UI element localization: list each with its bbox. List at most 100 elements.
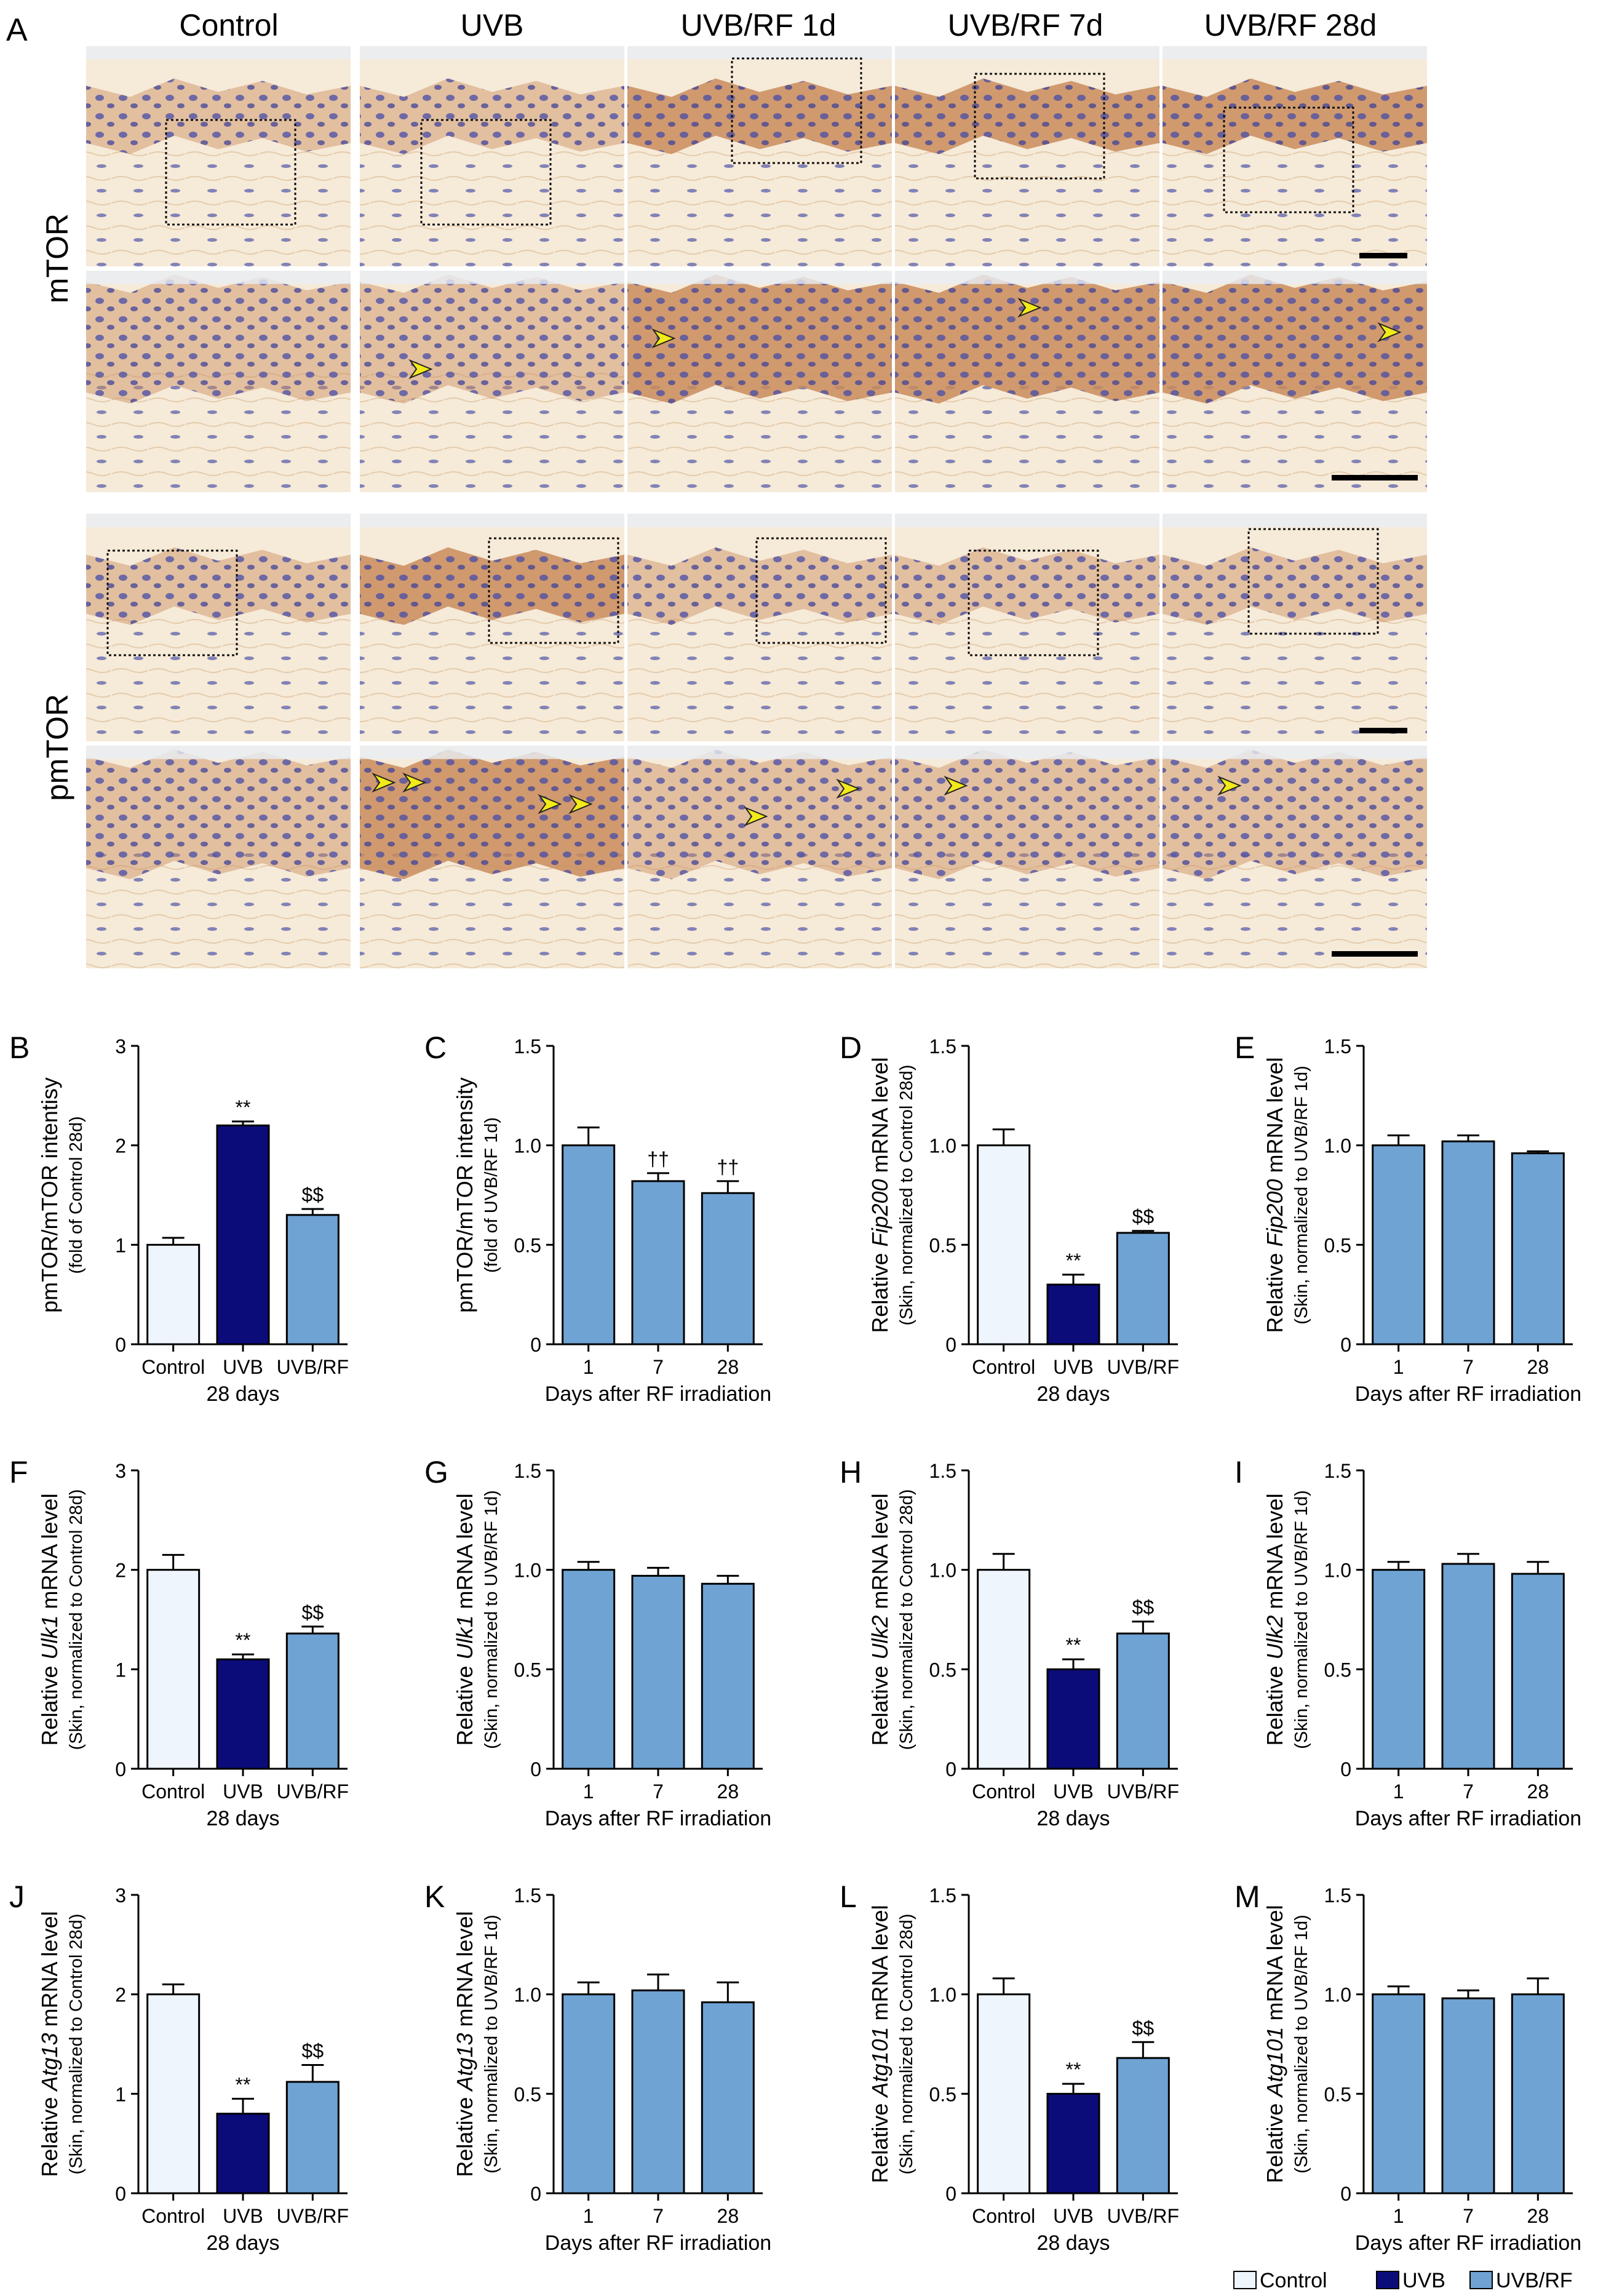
y-tick-label: 1 (115, 1234, 126, 1256)
x-tick-label: 7 (653, 1356, 664, 1378)
significance-marker: $$ (1132, 1596, 1155, 1619)
column-headers: Control UVB UVB/RF 1d UVB/RF 7d UVB/RF 2… (179, 8, 1377, 42)
y-axis-label: Relative Ulk1 mRNA level (37, 1493, 62, 1745)
chart-panel-letter: G (424, 1455, 448, 1489)
bar (1116, 2057, 1170, 2194)
bar (216, 2113, 270, 2194)
y-axis-sublabel: (Skin, normalized to UVB/RF 1d) (1292, 1490, 1311, 1749)
y-axis-sublabel: (Skin, normalized to Control 28d) (66, 1914, 86, 2175)
x-tick-label: 1 (1393, 1780, 1404, 1803)
column-header: UVB/RF 1d (681, 8, 837, 42)
significance-marker: ** (236, 2073, 251, 2095)
arrowhead-marker (402, 772, 427, 793)
bar (1441, 1563, 1495, 1770)
y-tick-label: 1.0 (929, 1135, 956, 1157)
x-axis-label: 28 days (206, 1382, 279, 1406)
y-tick-label: 1.5 (1324, 1035, 1351, 1058)
x-axis-label: 28 days (1036, 1382, 1110, 1406)
x-axis-label: Days after RF irradiation (1355, 2231, 1581, 2255)
x-tick-label: 28 (1527, 1780, 1549, 1803)
x-tick-label: Control (141, 1356, 205, 1378)
bar (1372, 1144, 1426, 1345)
y-axis-sublabel: (Skin, normalized to Control 28d) (897, 1914, 916, 2175)
bar (216, 1124, 270, 1345)
significance-marker: ** (1066, 1250, 1081, 1272)
column-header: Control (179, 8, 278, 42)
significance-marker: †† (647, 1148, 669, 1170)
chart-panel-letter: F (9, 1455, 28, 1489)
micrograph-tile (86, 46, 351, 266)
legend-label-uvb: UVB (1402, 2269, 1445, 2292)
bar (216, 1658, 270, 1770)
micrograph-tile (360, 514, 624, 741)
y-tick-label: 1.5 (1324, 1884, 1351, 1907)
x-axis-label: 28 days (206, 1807, 279, 1830)
significance-marker: †† (717, 1156, 739, 1178)
y-tick-label: 1.5 (929, 1884, 956, 1907)
y-axis-label: Relative Atg101 mRNA level (1262, 1905, 1287, 2183)
bar (562, 1144, 616, 1345)
micrograph-tile (86, 514, 351, 741)
bar (1046, 1668, 1100, 1770)
chart-panel-letter: B (9, 1030, 30, 1065)
micrograph-tile (895, 746, 1159, 968)
bar (1441, 1140, 1495, 1345)
chart-panel-d: D 0 0.5 1.0 1.5 Relative Fip200 mRNA level (Sk… (840, 1030, 1179, 1406)
x-axis-label: Days after RF irradiation (545, 1382, 771, 1406)
y-tick-label: 1.0 (1324, 1135, 1351, 1157)
x-tick-label: Control (141, 2205, 205, 2227)
bar (1116, 1232, 1170, 1345)
bar (146, 1993, 201, 2194)
chart-panel-b: B 0 1 2 3 pmTOR/mTOR intentisy (fold of Contro… (9, 1030, 349, 1406)
chart-panel-h: H 0 0.5 1.0 1.5 Relative Ulk2 mRNA level (Skin… (840, 1455, 1179, 1830)
x-tick-label: 1 (583, 2205, 594, 2227)
y-tick-label: 1.0 (1324, 1560, 1351, 1582)
x-tick-label: Control (972, 1780, 1035, 1803)
chart-panel-letter: J (9, 1879, 25, 1914)
micrograph-tile (1163, 514, 1427, 741)
chart-panel-letter: K (424, 1879, 445, 1914)
y-tick-label: 0 (530, 2183, 541, 2205)
x-tick-label: Control (141, 1780, 205, 1803)
x-tick-label: Control (972, 2205, 1035, 2227)
chart-panel-f: F 0 1 2 3 Relative Ulk1 mRNA level (Skin, norm… (9, 1455, 349, 1830)
x-tick-label: 1 (583, 1356, 594, 1378)
arrowhead-marker (944, 775, 968, 796)
micrograph-tile (360, 271, 624, 492)
chart-panel-letter: I (1234, 1455, 1243, 1489)
micrograph-tile (360, 46, 624, 266)
bar (977, 1569, 1031, 1770)
x-tick-label: 28 (1527, 2205, 1549, 2227)
zoom-region-box (731, 57, 862, 164)
row-label-pmtor: pmTOR (40, 694, 74, 801)
arrowhead-marker (408, 359, 433, 380)
y-tick-label: 0 (1340, 1758, 1351, 1780)
chart-panel-j: J 0 1 2 3 Relative Atg13 mRNA level (Skin, nor… (9, 1879, 349, 2255)
zoom-region-box (488, 537, 619, 644)
x-tick-label: 7 (653, 2205, 664, 2227)
x-tick-label: 1 (1393, 1356, 1404, 1378)
bar (285, 2081, 340, 2194)
scale-bar (1359, 253, 1407, 258)
y-tick-label: 0 (530, 1758, 541, 1780)
x-tick-label: UVB (223, 2205, 263, 2227)
y-tick-label: 0 (115, 2183, 126, 2205)
significance-marker: ** (1066, 1634, 1081, 1656)
arrowhead-marker (1217, 775, 1242, 796)
y-tick-label: 0.5 (1324, 1234, 1351, 1256)
bar (1511, 1993, 1565, 2194)
column-header: UVB/RF 7d (948, 8, 1103, 42)
y-tick-label: 0 (1340, 2183, 1351, 2205)
x-axis-label: Days after RF irradiation (545, 1807, 771, 1830)
micrograph-tile (86, 271, 351, 492)
y-tick-label: 0.5 (514, 1234, 541, 1256)
x-tick-label: UVB (1053, 1780, 1094, 1803)
chart-panel-e: E 0 0.5 1.0 1.5 Relative Fip200 mRNA level (Sk… (1234, 1030, 1581, 1406)
arrowhead-marker (372, 772, 396, 793)
y-tick-label: 0.5 (1324, 2083, 1351, 2105)
significance-marker: $$ (1132, 2017, 1155, 2039)
bar (631, 1989, 685, 2194)
arrowhead-marker (568, 794, 593, 815)
y-tick-label: 1 (115, 1659, 126, 1681)
y-axis-sublabel: (fold of Control 28d) (66, 1116, 86, 1274)
